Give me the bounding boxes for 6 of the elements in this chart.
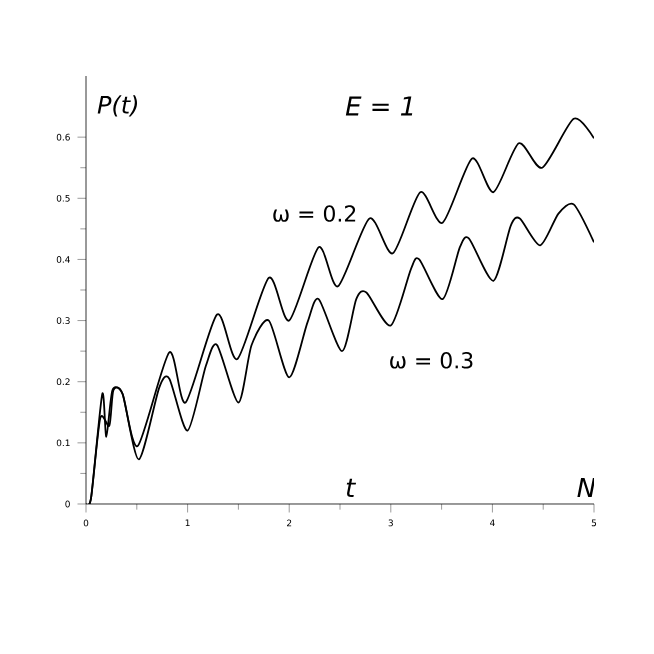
annotation: E = 1 xyxy=(345,96,413,116)
annotation: N xyxy=(577,478,596,497)
series-label: ω = 0.3 xyxy=(390,352,473,369)
x-axis-title: t xyxy=(346,478,357,497)
series-label: ω = 0.2 xyxy=(273,205,356,222)
y-axis-title: P(t) xyxy=(97,95,138,117)
